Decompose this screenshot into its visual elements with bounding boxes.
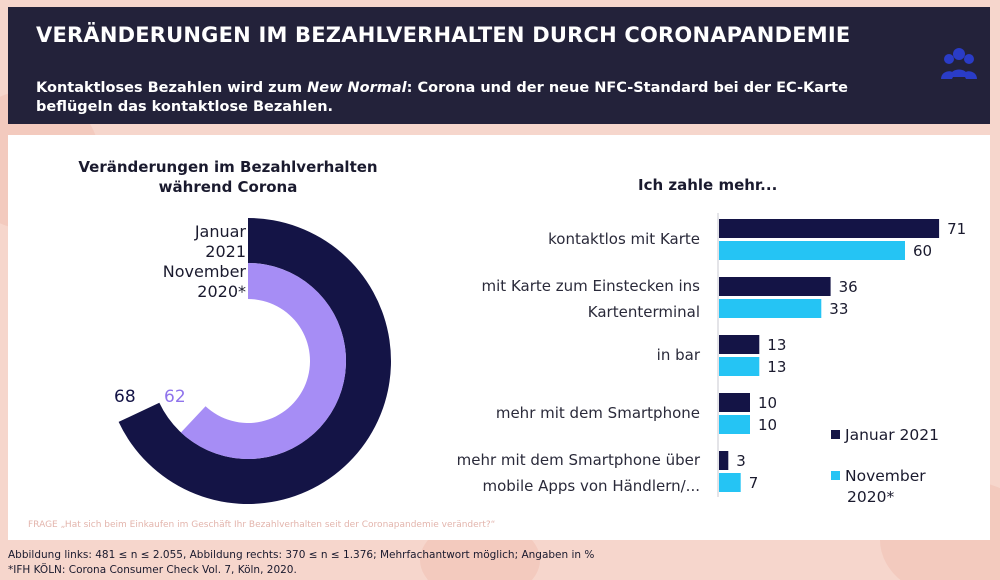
ring-inner-value: 62 <box>164 387 186 407</box>
legend-swatch-jan <box>831 430 840 439</box>
ring-outer-value: 68 <box>114 387 136 407</box>
subtitle-text: : Corona und der neue NFC-Standard bei d… <box>36 80 848 115</box>
bar-category-label-line: in bar <box>656 345 700 364</box>
ring-outer-label-line: Januar <box>194 222 246 241</box>
bar-category-label-line: kontaktlos mit Karte <box>548 229 700 248</box>
bar-category-label: mehr mit dem Smartphone über mobile Apps … <box>457 449 700 497</box>
bar-value-label: 13 <box>767 358 786 376</box>
ring-segment-jan <box>118 218 391 504</box>
bar-value-label: 36 <box>839 278 858 296</box>
radial-ring-chart <box>118 218 391 504</box>
page-subtitle: Kontaktloses Bezahlen wird zum New Norma… <box>36 79 916 117</box>
bar-value-label: 71 <box>947 220 966 238</box>
ring-segment-nov <box>180 263 346 460</box>
bar-category-label-line: mehr mit dem Smartphone <box>495 403 700 422</box>
bar-category-label: kontaktlos mit Karte <box>548 228 700 250</box>
bar-category-label-line: mit Karte zum Einstecken ins <box>481 276 700 295</box>
right-chart-title: Ich zahle mehr... <box>638 176 778 194</box>
bar-value-label: 33 <box>829 300 848 318</box>
subtitle-text: Kontaktloses Bezahlen wird zum <box>36 80 308 96</box>
bar-jan <box>719 277 831 296</box>
bar-category-label: mehr mit dem Smartphone <box>496 402 700 424</box>
ring-inner-label: November 2020* <box>148 262 246 302</box>
bar-nov <box>719 357 760 376</box>
legend-label-nov: November <box>845 467 926 485</box>
bar-jan <box>719 451 729 470</box>
bar-value-label: 10 <box>758 394 777 412</box>
bar-category-label: in bar <box>657 344 700 366</box>
ring-inner-label-line: November <box>162 262 246 281</box>
bar-value-label: 60 <box>913 242 932 260</box>
bar-nov <box>719 241 905 260</box>
legend-item-nov: November 2020* <box>831 466 926 508</box>
footnote: Abbildung links: 481 ≤ n ≤ 2.055, Abbild… <box>8 549 595 561</box>
bar-value-label: 13 <box>767 336 786 354</box>
ring-inner-label-line: 2020* <box>197 282 246 301</box>
legend-swatch-nov <box>831 471 840 480</box>
bar-nov <box>719 473 741 492</box>
legend-label-nov-line2: 2020* <box>847 488 895 506</box>
bar-nov <box>719 415 750 434</box>
bar-category-label-line: mobile Apps von Händlern/... <box>482 476 700 495</box>
people-icon <box>941 48 977 79</box>
bar-nov <box>719 299 822 318</box>
left-chart-title-line: während Corona <box>158 178 298 196</box>
survey-question: FRAGE „Hat sich beim Einkaufen im Geschä… <box>28 520 496 530</box>
source-note: *IFH KÖLN: Corona Consumer Check Vol. 7,… <box>8 564 297 576</box>
ring-outer-label-line: 2021 <box>205 242 246 261</box>
bar-chart: 71 60 36 33 13 13 10 10 37 <box>717 213 966 497</box>
legend-item-jan: Januar 2021 <box>831 425 939 446</box>
page-title: VERÄNDERUNGEN IM BEZAHLVERHALTEN DURCH C… <box>36 23 851 47</box>
content-panel: Veränderungen im Bezahlverhalten während… <box>8 135 990 540</box>
bar-category-label: mit Karte zum Einstecken ins Kartentermin… <box>482 275 700 323</box>
bar-jan <box>719 335 760 354</box>
bar-value-label: 10 <box>758 416 777 434</box>
legend-label-jan: Januar 2021 <box>845 426 939 444</box>
bar-jan <box>719 393 750 412</box>
subtitle-emphasis: New Normal <box>307 80 407 96</box>
left-chart-title: Veränderungen im Bezahlverhalten während… <box>68 157 388 197</box>
bar-category-label-line: Kartenterminal <box>587 302 700 321</box>
left-chart-title-line: Veränderungen im Bezahlverhalten <box>78 158 378 176</box>
bar-value-label: 7 <box>749 474 759 492</box>
bar-jan <box>719 219 940 238</box>
bar-category-label-line: mehr mit dem Smartphone über <box>456 450 700 469</box>
bar-value-label: 3 <box>736 452 746 470</box>
header-banner: VERÄNDERUNGEN IM BEZAHLVERHALTEN DURCH C… <box>8 7 990 124</box>
ring-outer-label: Januar 2021 <box>148 222 246 262</box>
